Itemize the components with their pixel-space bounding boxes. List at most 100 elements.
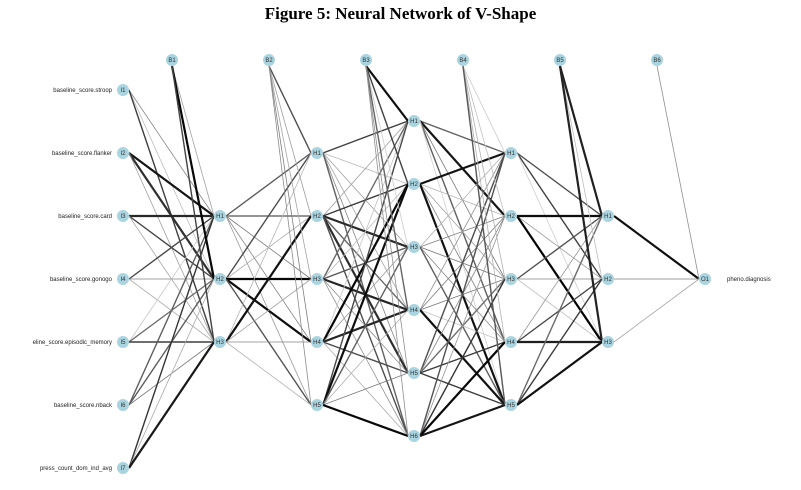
node-layer1-I5: I5 [117,336,129,348]
edge-l2-4-3 [322,309,409,406]
edge-l5-0-0 [613,215,700,280]
edge-l2-4-4 [322,372,409,406]
edge-l0-4-0 [128,215,215,343]
svg-text:H5: H5 [507,403,515,409]
edge-l1-2-0 [225,152,312,343]
svg-text:H1: H1 [507,151,515,157]
input-label: eline_score.episodic_memory [33,340,112,346]
bias-edge-b5-2 [558,65,604,343]
edge-l1-1-0 [225,152,312,280]
edge-l2-4-1 [321,183,410,406]
bias-edge-b1-2 [171,65,215,343]
node-layer4-H2: H2 [408,178,420,190]
svg-text:B3: B3 [362,58,370,64]
edges [128,65,700,469]
node-layer5-H2: H2 [505,210,517,222]
svg-text:B2: B2 [265,58,273,64]
node-layer1-I7: I7 [117,462,129,474]
svg-text:B5: B5 [556,58,564,64]
bias-edge-b2-4 [268,65,312,406]
svg-text:I6: I6 [120,403,126,409]
node-layer5-H4: H4 [505,336,517,348]
edge-l1-0-0 [225,152,312,217]
node-layer4-H4: H4 [408,304,420,316]
node-layer1-I4: I4 [117,273,129,285]
svg-text:H3: H3 [216,340,224,346]
bias-edge-b4-4 [462,65,506,406]
bias-edge-b4-0 [462,65,506,154]
bias-edge-b3-0 [365,65,409,122]
edge-l0-6-1 [128,278,215,469]
node-layer1-I1: I1 [117,84,129,96]
input-label: baseline_score.gonogo [50,277,113,283]
edge-l2-4-5 [322,403,409,438]
bias-edge-b4-3 [462,65,506,343]
svg-text:H5: H5 [410,371,418,377]
svg-text:H3: H3 [410,245,418,251]
node-layer2-H1: H1 [214,210,226,222]
svg-text:H5: H5 [313,403,321,409]
bias-edge-b4-1 [462,65,506,217]
variable-labels: baseline_score.stroop baseline_score.flan… [33,88,771,472]
node-layer6-H2: H2 [602,273,614,285]
node-layer3-H1: H1 [311,147,323,159]
bias-edge-b3-1 [365,65,409,185]
edge-l0-6-2 [128,341,215,469]
svg-text:H1: H1 [216,214,224,220]
svg-text:H3: H3 [604,340,612,346]
node-layer3-H2: H2 [311,210,323,222]
svg-text:B6: B6 [653,58,661,64]
edge-l4-4-2 [516,341,603,406]
bias-node-B3: B3 [360,54,372,66]
svg-text:H4: H4 [507,340,515,346]
svg-text:H4: H4 [410,308,418,314]
edge-l3-4-0 [419,152,506,374]
figure-title: Figure 5: Neural Network of V-Shape [264,4,537,23]
edge-l4-4-0 [516,215,603,406]
edge-l4-2-0 [516,215,603,280]
edge-l0-0-0 [128,89,215,217]
bias-edge-b3-4 [365,65,409,374]
node-layer2-H2: H2 [214,273,226,285]
bias-node-B6: B6 [651,54,663,66]
node-layer5-H1: H1 [505,147,517,159]
bias-edge-b2-2 [268,65,312,280]
edge-l2-4-0 [322,120,409,406]
svg-text:O1: O1 [701,277,710,283]
nodes: I1 I2 I3 I4 I5 I6 I7 B1 H1 H2 H3 B2 H1 H2 H3 H4 H5 B3 H1 H2… [117,54,711,474]
input-label: press_count_dom_ind_avg [40,466,112,472]
output-label: pheno.diagnosis [727,277,771,283]
bias-node-B1: B1 [166,54,178,66]
input-label: baseline_score.stroop [53,88,112,94]
svg-text:H2: H2 [604,277,612,283]
edge-l3-0-0 [419,120,506,154]
svg-text:B1: B1 [168,58,176,64]
svg-text:I7: I7 [120,466,126,472]
bias-edge-b4-2 [462,65,506,280]
input-label: baseline_score.flanker [52,151,112,157]
bias-edge-b6-0 [656,65,700,280]
node-layer5-H3: H3 [505,273,517,285]
bias-edge-b2-0 [268,65,312,154]
edge-l3-5-3 [419,341,506,437]
edge-l4-4-1 [516,278,603,406]
edge-l3-2-0 [419,152,506,248]
edge-l4-3-0 [516,215,603,343]
node-layer6-H3: H3 [602,336,614,348]
edge-l3-5-1 [419,215,506,437]
edge-l3-1-0 [419,151,506,186]
bias-node-B2: B2 [263,54,275,66]
node-layer5-H5: H5 [505,399,517,411]
edge-l4-0-0 [516,152,603,217]
node-layer1-I3: I3 [117,210,129,222]
svg-text:I3: I3 [120,214,126,220]
edge-l0-6-0 [128,215,215,469]
input-label: baseline_score.nback [54,403,113,409]
svg-text:H4: H4 [313,340,321,346]
node-layer4-H3: H3 [408,241,420,253]
bias-edge-b1-1 [170,65,216,280]
svg-text:I1: I1 [120,88,126,94]
edge-l0-1-0 [128,152,215,217]
svg-text:H3: H3 [507,277,515,283]
